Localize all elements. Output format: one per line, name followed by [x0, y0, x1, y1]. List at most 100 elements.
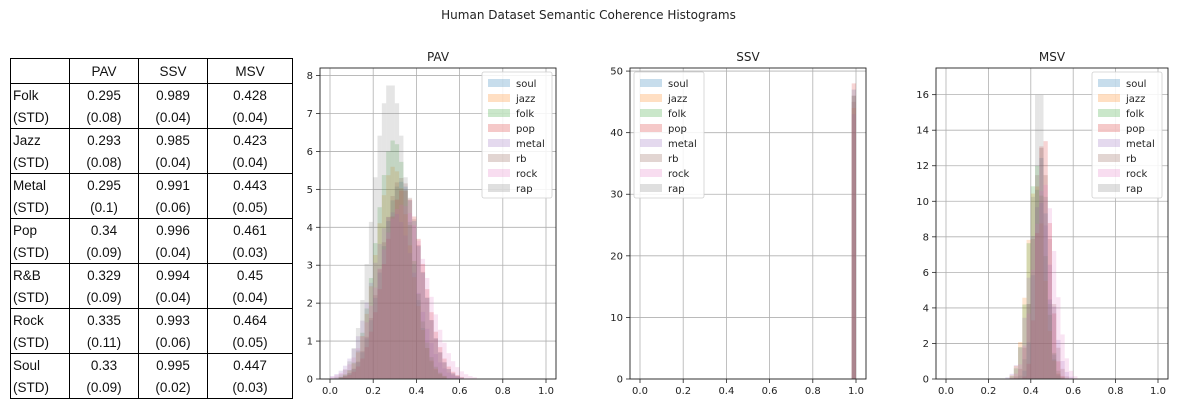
- legend-swatch: [488, 154, 510, 162]
- y-tick-label: 0: [617, 375, 623, 386]
- histogram-bar: [425, 289, 430, 379]
- legend-swatch: [640, 124, 662, 132]
- y-tick-label: 0: [307, 375, 313, 386]
- histogram-bar: [1039, 146, 1044, 379]
- histogram-bar: [394, 186, 400, 379]
- histogram-bar: [390, 218, 395, 379]
- histogram-bar: [455, 376, 460, 379]
- legend-label: rock: [516, 169, 538, 180]
- histogram-bar: [1043, 175, 1048, 379]
- histogram-bar: [360, 352, 365, 379]
- histogram-bar: [1039, 195, 1044, 379]
- histogram-bar: [1043, 196, 1048, 379]
- histogram-bar: [1052, 306, 1057, 379]
- histogram-bar: [394, 213, 400, 379]
- histogram-bar: [446, 369, 451, 379]
- histogram-bar: [394, 171, 400, 379]
- histogram-bar: [386, 232, 391, 379]
- histogram-bar: [377, 272, 382, 379]
- stats-table: PAV SSV MSV Folk 0.295 0.989 0.428 (STD) (0.0…: [10, 58, 293, 399]
- x-tick-label: 0.4: [718, 386, 734, 397]
- histogram-bar: [381, 175, 387, 379]
- histogram-bar: [364, 347, 369, 379]
- legend-label: rb: [516, 154, 526, 165]
- histogram-bar: [330, 376, 335, 379]
- histogram-bar: [429, 320, 434, 379]
- legend-swatch: [1098, 139, 1120, 147]
- histogram-bar: [433, 369, 438, 379]
- histogram-bar: [420, 321, 426, 379]
- y-tick-label: 6: [923, 268, 929, 279]
- histogram-bar: [338, 370, 343, 379]
- legend-label: jazz: [667, 94, 687, 105]
- histogram-bar: [459, 377, 464, 379]
- histogram-bar: [368, 320, 374, 379]
- legend-swatch: [488, 109, 510, 117]
- histogram-bar: [381, 242, 387, 379]
- histogram-bar: [360, 299, 365, 379]
- legend-swatch: [640, 154, 662, 162]
- histogram-bar: [407, 225, 413, 379]
- histogram-bar: [407, 199, 413, 379]
- legend-swatch: [1098, 184, 1120, 192]
- table-row-rb: R&B 0.329 0.994 0.45: [10, 263, 293, 286]
- legend-label: metal: [516, 139, 545, 150]
- series-metal: [851, 114, 856, 380]
- histogram-bar: [1039, 223, 1044, 379]
- histogram-bar: [1009, 376, 1014, 379]
- legend-swatch: [640, 79, 662, 87]
- histogram-bar: [1060, 375, 1065, 379]
- histogram-bar: [377, 243, 382, 379]
- figure-title: Human Dataset Semantic Coherence Histogr…: [441, 8, 736, 22]
- histogram-bar: [442, 358, 447, 379]
- legend-label: rap: [516, 184, 533, 195]
- legend-label: folk: [1126, 109, 1144, 120]
- histogram-pav: PAV 0.0 0.2 0.4 0.6 0.8 1.0 0 1 2 3 4 5 6 7 8 soul jazz fo…: [307, 50, 557, 397]
- histogram-bar: [1060, 360, 1065, 379]
- x-tick-label: 0.8: [1108, 386, 1124, 397]
- histogram-bar: [360, 332, 365, 379]
- histogram-bar: [373, 295, 378, 379]
- histogram-bar: [1068, 370, 1074, 379]
- histogram-bar: [407, 245, 413, 379]
- histogram-bar: [420, 263, 426, 379]
- histogram-bar: [407, 253, 413, 379]
- msv-cell: 0.443: [207, 173, 293, 196]
- legend-swatch: [640, 139, 662, 147]
- ssv-cell: 0.989: [138, 83, 208, 106]
- std-label-cell: (STD): [10, 376, 70, 399]
- x-tick-label: 0.8: [495, 386, 511, 397]
- series-rock: [851, 101, 856, 380]
- histogram-bar: [412, 216, 417, 379]
- histogram-bar: [1056, 361, 1061, 379]
- histogram-bar: [377, 223, 382, 379]
- histogram-bar: [394, 208, 400, 379]
- histogram-bar: [420, 271, 426, 379]
- histogram-bar: [1047, 304, 1052, 379]
- legend-swatch: [1098, 109, 1120, 117]
- histogram-bar: [1030, 275, 1036, 379]
- genre-cell: Jazz: [10, 128, 70, 151]
- histogram-bar: [355, 327, 361, 379]
- histogram-bar: [347, 374, 352, 379]
- histogram-bar: [338, 372, 343, 379]
- chart-title: SSV: [736, 50, 760, 64]
- legend-label: soul: [668, 79, 688, 90]
- histogram-bar: [1018, 342, 1023, 379]
- histogram-bar: [455, 376, 460, 379]
- histogram-bar: [407, 213, 413, 379]
- histogram-bar: [1039, 191, 1044, 379]
- legend-swatch: [640, 109, 662, 117]
- histogram-bar: [412, 277, 417, 379]
- histogram-bar: [360, 320, 365, 379]
- table-row-soul: Soul 0.33 0.995 0.447: [10, 353, 293, 376]
- x-tick-label: 0.0: [632, 386, 648, 397]
- histogram-bar: [407, 197, 413, 379]
- histogram-bar: [416, 306, 421, 379]
- y-tick-label: 6: [307, 147, 313, 158]
- histogram-bar: [851, 95, 856, 380]
- histogram-bar: [425, 328, 430, 379]
- histogram-bar: [1026, 277, 1031, 379]
- histogram-bar: [1026, 243, 1031, 379]
- histogram-bar: [403, 177, 408, 379]
